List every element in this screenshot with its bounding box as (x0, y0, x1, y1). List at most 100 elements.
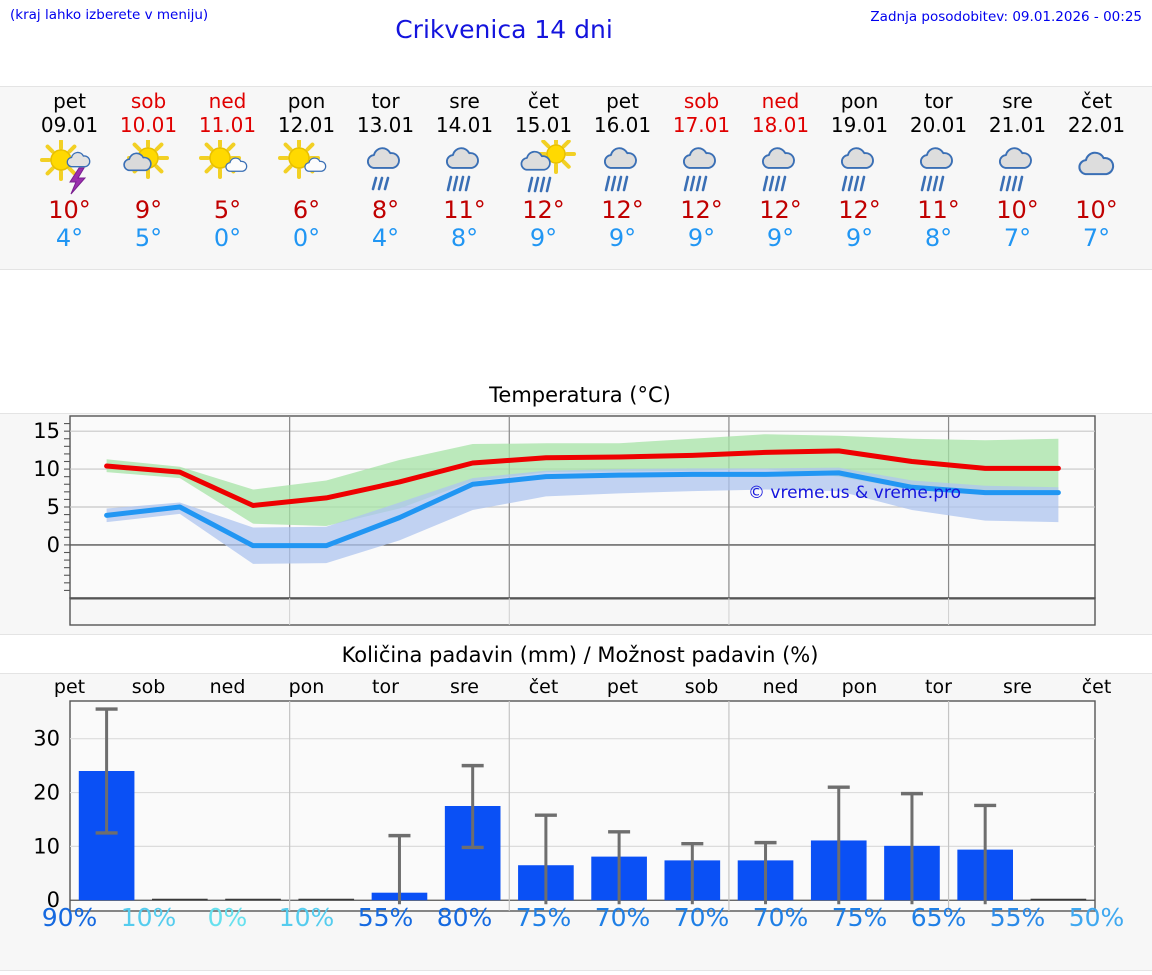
daily-forecast-strip: pet 09.01 10° 4° sob 10.01 9° 5° ned 11.01 5° 0° pon… (0, 86, 1152, 270)
day-column[interactable]: čet 22.01 10° 7° (1057, 87, 1136, 269)
temperature-min: 0° (213, 224, 242, 252)
temperature-min: 9° (766, 224, 795, 252)
day-date: 21.01 (988, 113, 1047, 137)
day-date: 15.01 (514, 113, 573, 137)
last-update-text: Zadnja posodobitev: 09.01.2026 - 00:25 (870, 9, 1142, 25)
day-date: 12.01 (277, 113, 336, 137)
temperature-max: 10° (48, 196, 91, 224)
day-date: 20.01 (909, 113, 968, 137)
day-column[interactable]: ned 18.01 12° 9° (741, 87, 820, 269)
temperature-max: 6° (292, 196, 321, 224)
day-column[interactable]: pet 09.01 10° 4° (30, 87, 109, 269)
precipitation-probability: 55% (357, 903, 414, 932)
day-date: 11.01 (198, 113, 257, 137)
precipitation-day-label: ned (762, 676, 799, 698)
precipitation-day-label: sre (450, 676, 479, 698)
temperature-max: 9° (134, 196, 163, 224)
day-date: 09.01 (40, 113, 99, 137)
temperature-max: 5° (213, 196, 242, 224)
sun-behind-cloud-icon (109, 140, 188, 196)
temperature-min: 8° (450, 224, 479, 252)
precipitation-chart-svg: 0 10 20 30 (33, 700, 1096, 912)
precipitation-day-label: tor (372, 676, 399, 698)
precipitation-probability: 90% (41, 903, 98, 932)
temperature-chart-title: Temperatura (°C) (489, 383, 671, 407)
cloud-light-rain-icon (346, 140, 425, 196)
day-column[interactable]: ned 11.01 5° 0° (188, 87, 267, 269)
temperature-min: 9° (529, 224, 558, 252)
y-axis-tick-label: 10 (33, 834, 60, 858)
day-date: 13.01 (356, 113, 415, 137)
day-column[interactable]: čet 15.01 12° 9° (504, 87, 583, 269)
y-axis-tick-label: 20 (33, 781, 60, 805)
day-name: pet (53, 89, 86, 113)
day-name: ned (761, 89, 800, 113)
day-column[interactable]: tor 13.01 8° 4° (346, 87, 425, 269)
day-date: 14.01 (435, 113, 494, 137)
day-name: tor (371, 89, 400, 113)
precipitation-probability: 75% (831, 903, 888, 932)
temperature-min: 9° (608, 224, 637, 252)
temperature-max: 12° (759, 196, 802, 224)
precipitation-probability: 80% (436, 903, 493, 932)
precipitation-probability: 10% (120, 903, 177, 932)
precipitation-day-label: sob (131, 676, 166, 698)
day-name: pet (606, 89, 639, 113)
day-column[interactable]: sob 17.01 12° 9° (662, 87, 741, 269)
cloud-rain-icon (899, 140, 978, 196)
menu-hint-text: (kraj lahko izberete v meniju) (10, 7, 209, 23)
day-name: sre (449, 89, 480, 113)
temperature-max: 11° (917, 196, 960, 224)
sun-small-cloud-icon (267, 140, 346, 196)
cloud-rain-icon (583, 140, 662, 196)
y-axis-tick-label: 5 (47, 495, 60, 519)
temperature-min: 8° (924, 224, 953, 252)
precipitation-chart-title: Količina padavin (mm) / Možnost padavin … (341, 643, 819, 667)
temperature-min: 0° (292, 224, 321, 252)
temperature-max: 12° (601, 196, 644, 224)
precipitation-day-label: pon (841, 676, 878, 698)
precipitation-probability: 50% (1068, 903, 1125, 932)
day-column[interactable]: sre 14.01 11° 8° (425, 87, 504, 269)
temperature-max: 11° (443, 196, 486, 224)
temperature-max: 12° (522, 196, 565, 224)
day-column[interactable]: pet 16.01 12° 9° (583, 87, 662, 269)
day-name: čet (527, 89, 560, 113)
day-date: 16.01 (593, 113, 652, 137)
day-name: čet (1080, 89, 1113, 113)
precipitation-probability: 55% (989, 903, 1046, 932)
precipitation-probability: 10% (278, 903, 335, 932)
day-column[interactable]: sre 21.01 10° 7° (978, 87, 1057, 269)
day-column[interactable]: tor 20.01 11° 8° (899, 87, 978, 269)
cloud-rain-icon (662, 140, 741, 196)
day-name: ned (208, 89, 247, 113)
day-date: 10.01 (119, 113, 178, 137)
precipitation-probability: 70% (594, 903, 651, 932)
cloud-rain-icon (820, 140, 899, 196)
precipitation-day-label: sob (684, 676, 719, 698)
precipitation-day-label: pet (606, 676, 639, 698)
day-column[interactable]: pon 12.01 6° 0° (267, 87, 346, 269)
day-column[interactable]: sob 10.01 9° 5° (109, 87, 188, 269)
temperature-max: 10° (1075, 196, 1118, 224)
y-axis-tick-label: 0 (47, 533, 60, 557)
y-axis-tick-label: 30 (33, 727, 60, 751)
day-date: 19.01 (830, 113, 889, 137)
watermark-text: © vreme.us & vreme.pro (748, 483, 962, 503)
day-date: 22.01 (1067, 113, 1126, 137)
precipitation-probability: 75% (515, 903, 572, 932)
precipitation-probability: 65% (910, 903, 967, 932)
y-axis-tick-label: 15 (33, 419, 60, 443)
precipitation-day-label: čet (1081, 676, 1112, 698)
sun-cloud-rain-icon (504, 140, 583, 196)
temperature-min: 7° (1003, 224, 1032, 252)
cloud-rain-icon (978, 140, 1057, 196)
precipitation-chart-block: Količina padavin (mm) / Možnost padavin … (0, 643, 1152, 975)
day-name: sob (683, 89, 720, 113)
temperature-min: 4° (371, 224, 400, 252)
day-column[interactable]: pon 19.01 12° 9° (820, 87, 899, 269)
temperature-chart-svg: 0 5 10 15 (33, 415, 1096, 626)
day-name: pon (840, 89, 879, 113)
temperature-min: 7° (1082, 224, 1111, 252)
